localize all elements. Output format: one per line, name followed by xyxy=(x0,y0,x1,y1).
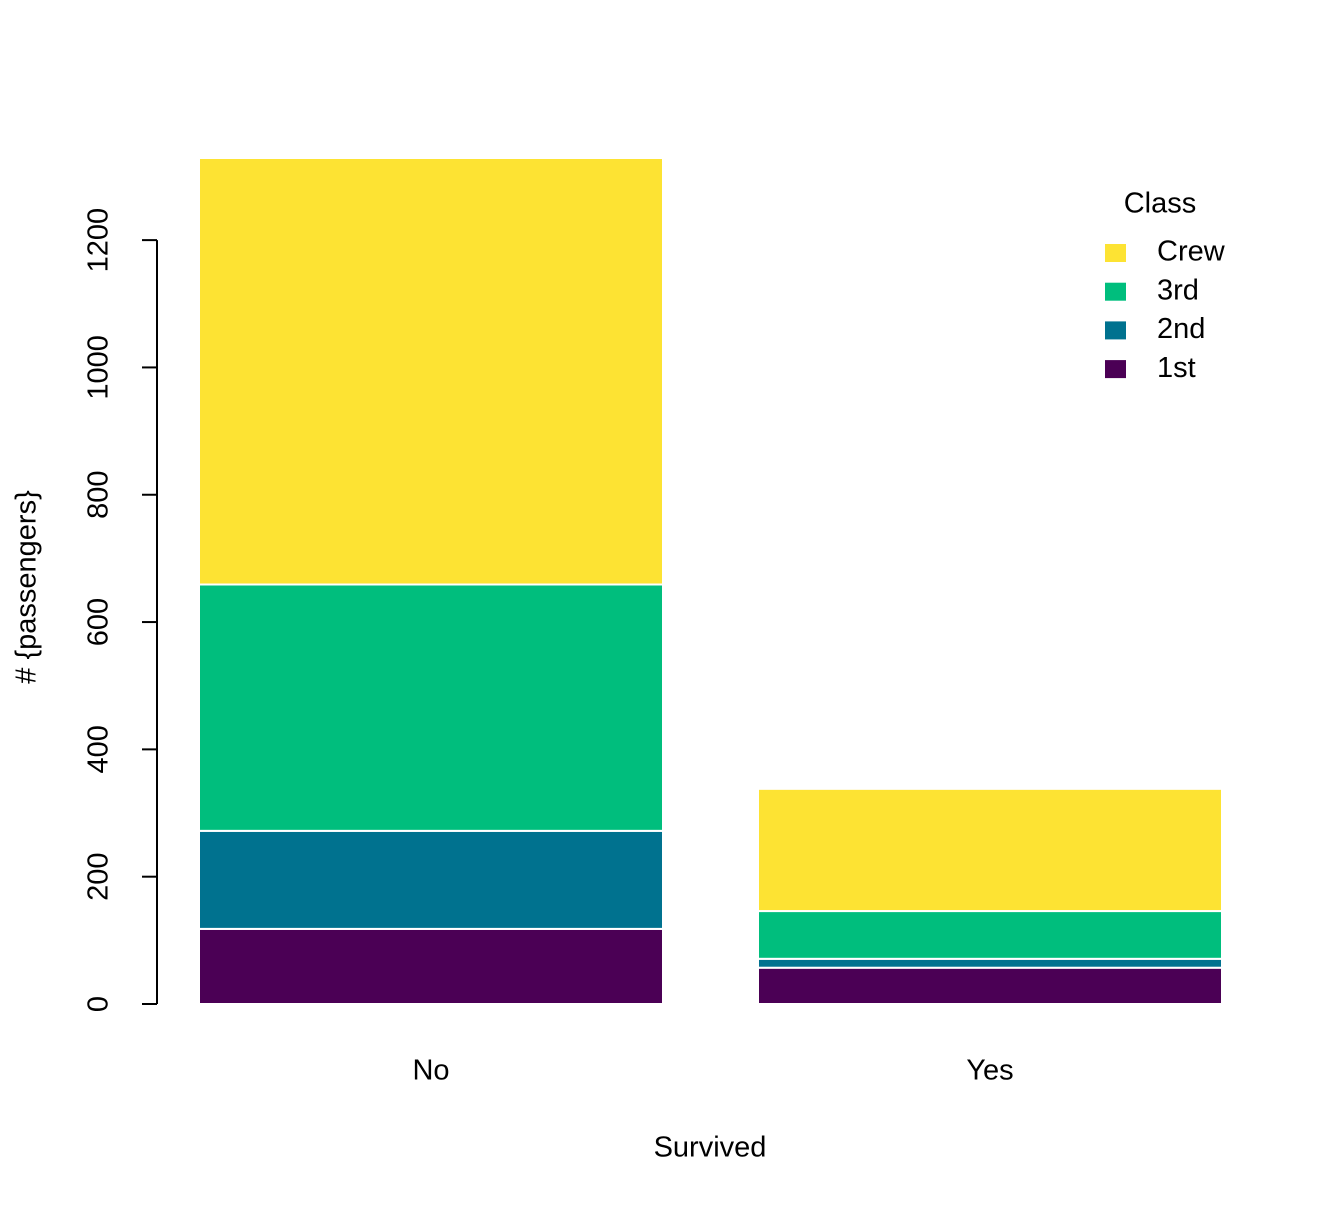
y-tick-label: 200 xyxy=(83,852,115,900)
legend-title: Class xyxy=(1124,188,1197,220)
bar-segment xyxy=(757,910,1223,960)
y-tick-label: 800 xyxy=(83,471,115,519)
bar-segment xyxy=(198,927,664,1006)
y-tick-label: 1200 xyxy=(83,208,115,273)
y-tick-label: 400 xyxy=(83,725,115,773)
bar-segment xyxy=(198,829,664,930)
bar-segment xyxy=(757,957,1223,969)
x-tick-label: Yes xyxy=(966,1055,1013,1087)
legend-swatch xyxy=(1105,321,1126,340)
legend-label: 3rd xyxy=(1157,274,1199,306)
x-tick-label: No xyxy=(412,1055,449,1087)
y-tick-label: 600 xyxy=(83,598,115,646)
legend-swatch xyxy=(1105,244,1126,262)
bar-segment xyxy=(757,966,1223,1005)
legend-swatch xyxy=(1105,360,1126,379)
bar-segment xyxy=(757,787,1223,913)
legend-label: 1st xyxy=(1157,352,1196,384)
x-axis-label: Survived xyxy=(654,1132,767,1164)
bar-segment xyxy=(198,583,664,832)
y-axis-label: # {passengers} xyxy=(11,490,43,684)
legend-label: 2nd xyxy=(1157,313,1205,345)
legend-label: Crew xyxy=(1157,236,1226,268)
y-tick-label: 1000 xyxy=(83,335,115,400)
y-tick-label: 0 xyxy=(83,996,115,1012)
bar-segment xyxy=(198,157,664,586)
legend-swatch xyxy=(1105,282,1126,301)
